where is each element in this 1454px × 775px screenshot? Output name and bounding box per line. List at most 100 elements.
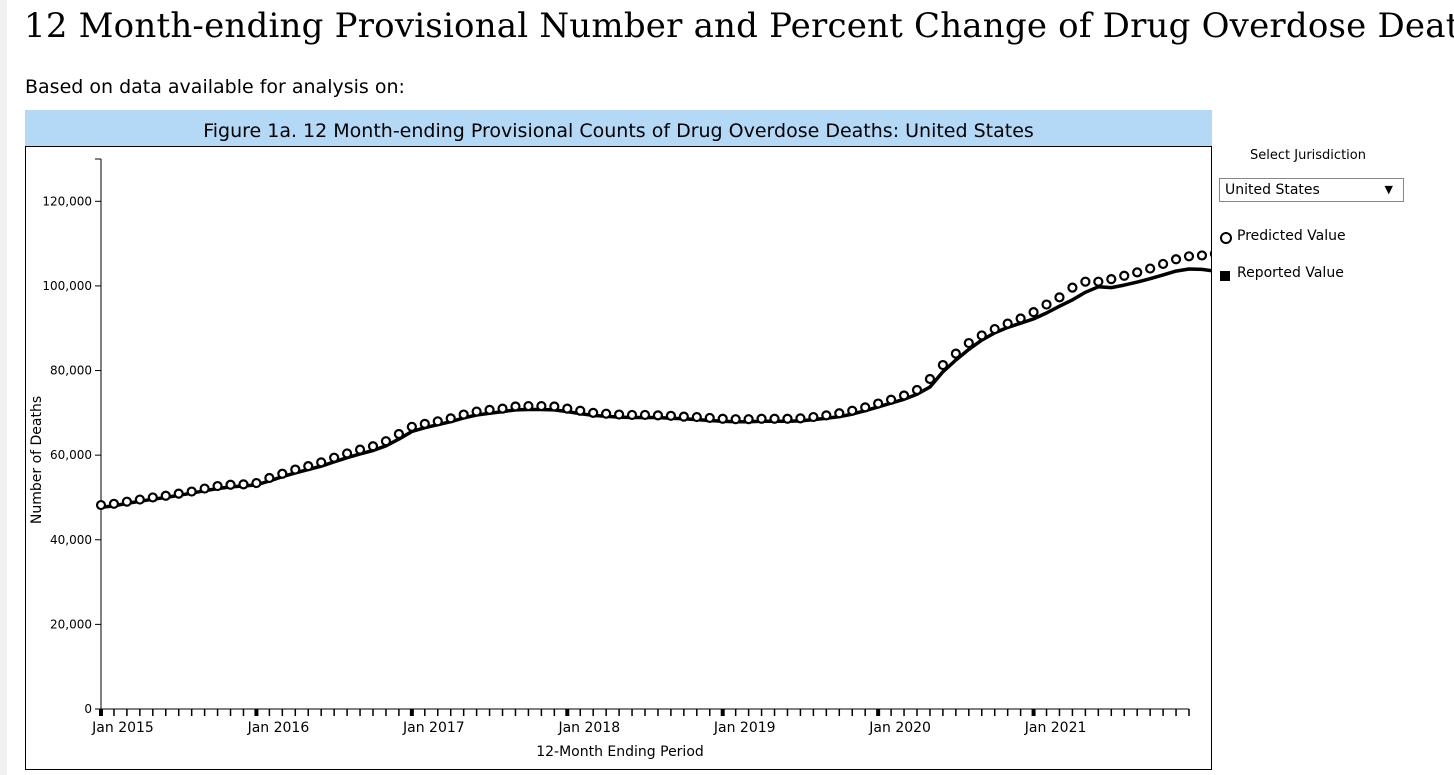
predicted-value-point: [847, 405, 858, 416]
predicted-value-point: [924, 373, 936, 385]
predicted-value-point: [795, 413, 806, 424]
left-rail: [0, 0, 7, 775]
predicted-value-point: [238, 479, 249, 490]
chevron-down-icon: ▼: [1384, 183, 1393, 196]
predicted-value-point: [95, 499, 107, 511]
predicted-value-point: [1015, 313, 1026, 324]
predicted-value-point: [834, 408, 845, 419]
predicted-value-point: [911, 384, 923, 396]
predicted-value-point: [704, 412, 715, 424]
predicted-value-point: [1196, 250, 1208, 261]
predicted-value-point: [510, 401, 521, 412]
predicted-value-point: [419, 418, 430, 429]
predicted-value-point: [989, 323, 1000, 335]
predicted-value-point: [601, 408, 612, 419]
legend-label-predicted: Predicted Value: [1237, 228, 1346, 244]
x-tick-label: Jan 2017: [402, 720, 465, 736]
y-tick-label: 0: [84, 702, 92, 716]
x-tick-label: Jan 2015: [91, 720, 154, 736]
square-marker-icon: [1220, 271, 1230, 281]
predicted-value-point: [756, 413, 767, 424]
x-tick-label: Jan 2021: [1024, 720, 1087, 736]
predicted-value-point: [639, 409, 651, 421]
predicted-value-point: [885, 394, 897, 405]
legend-label-reported: Reported Value: [1237, 265, 1344, 281]
predicted-value-point: [562, 403, 573, 414]
predicted-value-point: [626, 409, 638, 421]
predicted-value-point: [108, 498, 120, 509]
y-tick-label: 100,000: [42, 279, 92, 293]
predicted-value-point: [458, 409, 469, 420]
x-tick-label: Jan 2016: [247, 720, 310, 736]
circle-marker-icon: [1220, 232, 1232, 244]
predicted-value-point: [290, 464, 301, 475]
predicted-value-point: [497, 403, 508, 414]
predicted-value-point: [1170, 254, 1182, 265]
y-tick-label: 60,000: [50, 448, 92, 462]
predicted-value-point: [471, 406, 482, 417]
predicted-value-point: [199, 483, 210, 494]
predicted-value-point: [484, 404, 495, 415]
predicted-value-point: [432, 416, 443, 427]
predicted-value-point: [1002, 318, 1013, 329]
predicted-value-point: [678, 411, 689, 422]
predicted-value-point: [1157, 258, 1169, 270]
predicted-value-point: [354, 444, 366, 455]
predicted-value-point: [367, 441, 379, 452]
predicted-value-point: [730, 414, 741, 425]
jurisdiction-select[interactable]: United States ▼: [1219, 178, 1404, 202]
x-tick-label: Jan 2020: [868, 720, 931, 736]
predicted-value-point: [225, 479, 236, 490]
predicted-value-point: [808, 411, 819, 423]
predicted-value-point: [1183, 251, 1195, 262]
predicted-value-point: [121, 496, 133, 507]
x-tick-label: Jan 2018: [557, 720, 620, 736]
predicted-value-point: [769, 413, 780, 424]
predicted-value-point: [406, 421, 417, 432]
predicted-value-point: [691, 411, 702, 423]
y-tick-label: 120,000: [42, 194, 92, 208]
predicted-value-point: [536, 400, 547, 412]
predicted-value-point: [1132, 267, 1143, 278]
predicted-value-point: [1067, 282, 1078, 293]
predicted-value-point: [549, 401, 560, 412]
predicted-value-point: [613, 409, 625, 420]
predicted-value-point: [1028, 307, 1039, 318]
predicted-value-point: [303, 461, 314, 472]
predicted-value-point: [523, 400, 534, 412]
predicted-value-point: [341, 448, 353, 459]
predicted-value-point: [575, 405, 586, 416]
chart-container: 0 20,000 40,000 60,000 80,000 100,000 120,000 J…: [25, 146, 1212, 770]
predicted-value-point: [1054, 292, 1065, 303]
predicted-value-point: [147, 492, 158, 503]
predicted-value-point: [393, 428, 405, 440]
predicted-value-point: [717, 413, 728, 424]
predicted-value-point: [1080, 276, 1091, 287]
y-axis-title: Number of Deaths: [29, 396, 45, 524]
predicted-value-point: [782, 413, 793, 424]
predicted-value-point: [445, 413, 456, 424]
figure-title: Figure 1a. 12 Month-ending Provisional C…: [25, 110, 1212, 146]
predicted-value-point: [380, 436, 392, 447]
predicted-value-point: [821, 410, 832, 421]
page-subtitle: Based on data available for analysis on:: [25, 76, 405, 98]
jurisdiction-value: United States: [1225, 182, 1320, 198]
predicted-value-point: [860, 402, 871, 413]
chart-svg: 0 20,000 40,000 60,000 80,000 100,000 120,000 J…: [29, 158, 1211, 760]
predicted-value-point: [264, 472, 275, 484]
predicted-value-point: [665, 410, 677, 421]
predicted-value-point: [316, 457, 327, 468]
page-title: 12 Month-ending Provisional Number and P…: [24, 6, 1454, 46]
predicted-value-point: [160, 490, 171, 501]
predicted-value-point: [652, 410, 664, 421]
y-tick-label: 80,000: [50, 364, 92, 378]
predicted-value-point: [329, 452, 340, 463]
jurisdiction-label: Select Jurisdiction: [1250, 148, 1366, 163]
predicted-value-point: [212, 480, 223, 492]
predicted-value-point: [873, 398, 884, 409]
predicted-value-point: [251, 477, 262, 489]
y-tick-label: 20,000: [50, 617, 92, 631]
predicted-value-point: [743, 414, 754, 425]
y-tick-label: 40,000: [50, 533, 92, 547]
predicted-value-point: [1093, 276, 1104, 287]
